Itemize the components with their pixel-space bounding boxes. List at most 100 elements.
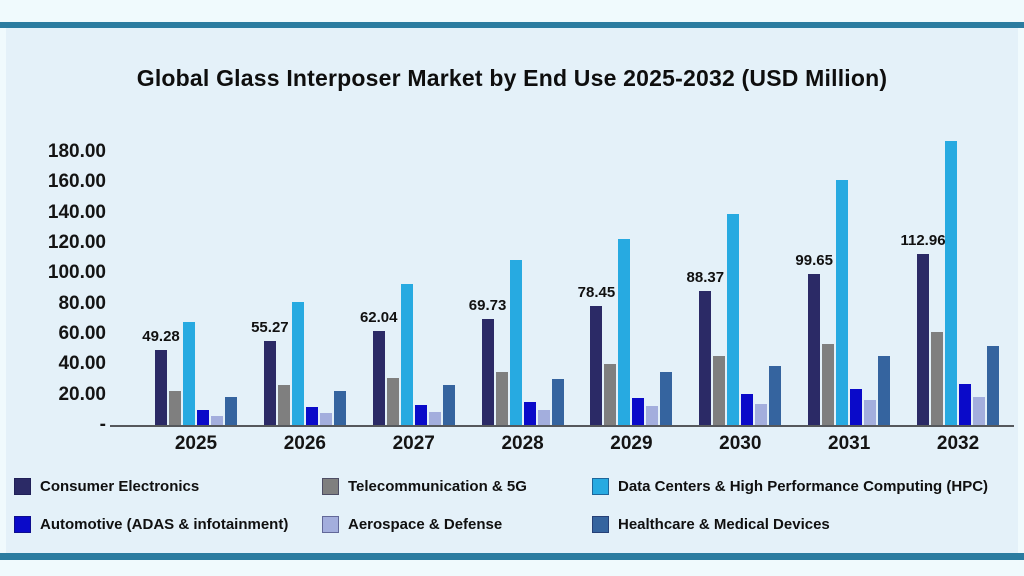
y-tick-20: 20.00 [58,383,106,405]
bar-aerospace-defense-2029 [646,405,659,425]
bar-consumer-electronics-2030 [699,290,712,425]
legend-label-automotive-adas-infotainment: Automotive (ADAS & infotainment) [40,516,289,533]
legend-label-healthcare-medical-devices: Healthcare & Medical Devices [618,516,830,533]
bar-telecommunication-5g-2029 [604,363,617,425]
bar-consumer-electronics-2025 [155,350,167,425]
bar-automotive-adas-infotainment-2026 [305,406,318,425]
value-label-2031: 99.65 [795,251,833,269]
bar-healthcare-medical-devices-2032 [987,346,1000,425]
y-tick-100: 100.00 [47,262,106,284]
legend-label-aerospace-defense: Aerospace & Defense [348,516,503,533]
value-label-2027: 62.04 [359,308,398,326]
x-tick-2027: 2027 [392,433,435,454]
bottom-divider-rule [0,553,1024,560]
x-tick-2030: 2030 [719,433,762,454]
value-label-2030: 88.37 [686,268,725,286]
value-label-2025: 49.28 [142,328,180,346]
bar-group-2031 [808,152,891,425]
x-tick-2031: 2031 [828,433,871,454]
bar-healthcare-medical-devices-2025 [225,396,237,425]
bar-telecommunication-5g-2030 [713,355,726,425]
y-tick-120: 120.00 [47,232,106,253]
bar-automotive-adas-infotainment-2025 [197,409,209,425]
bar-group-2027 [372,152,455,425]
bar-consumer-electronics-2031 [808,273,821,425]
bar-aerospace-defense-2031 [864,399,877,425]
bar-group-2025 [155,152,237,425]
bar-automotive-adas-infotainment-2027 [414,404,427,425]
bar-automotive-adas-infotainment-2029 [632,398,645,425]
bar-healthcare-medical-devices-2027 [442,385,455,425]
bar-data-centers-high-performance-computing-hpc-2025 [183,321,195,425]
legend-swatch-automotive-adas-infotainment [14,516,31,533]
bar-consumer-electronics-2027 [372,330,385,425]
legend-item-automotive-adas-infotainment: Automotive (ADAS & infotainment) [14,516,288,533]
legend-swatch-healthcare-medical-devices [592,516,609,533]
bar-data-centers-high-performance-computing-hpc-2027 [400,283,413,425]
bar-automotive-adas-infotainment-2030 [741,394,754,425]
bar-telecommunication-5g-2025 [169,390,181,425]
bar-data-centers-high-performance-computing-hpc-2026 [291,301,304,425]
bar-group-2032 [917,141,1000,425]
y-tick-160: 160.00 [47,171,106,193]
legend-label-data-centers-high-performance-computing-hpc: Data Centers & High Performance Computin… [618,478,989,495]
x-tick-2025: 2025 [174,433,218,454]
x-tick-2028: 2028 [501,433,544,454]
bar-aerospace-defense-2028 [537,409,550,425]
bar-consumer-electronics-2032 [917,253,930,425]
chart-title: Global Glass Interposer Market by End Us… [136,65,888,92]
bar-aerospace-defense-2030 [755,403,768,425]
bar-automotive-adas-infotainment-2028 [523,402,536,425]
legend-item-aerospace-defense: Aerospace & Defense [322,516,502,533]
bar-data-centers-high-performance-computing-hpc-2030 [727,214,740,425]
bar-aerospace-defense-2025 [211,415,223,425]
legend-item-data-centers-high-performance-computing-hpc: Data Centers & High Performance Computin… [592,478,988,495]
bar-healthcare-medical-devices-2031 [878,356,891,425]
y-tick-180: 180.00 [47,141,106,162]
value-label-2029: 78.45 [577,284,616,302]
bar-telecommunication-5g-2031 [822,344,835,425]
bar-healthcare-medical-devices-2029 [660,372,673,425]
x-tick-2029: 2029 [610,433,653,454]
legend-item-healthcare-medical-devices: Healthcare & Medical Devices [592,516,830,533]
bar-telecommunication-5g-2028 [495,371,508,425]
bar-aerospace-defense-2026 [319,413,332,425]
legend-label-telecommunication-5g: Telecommunication & 5G [348,478,527,495]
legend-item-consumer-electronics: Consumer Electronics [14,478,199,495]
y-tick-80: 80.00 [58,292,106,314]
bar-automotive-adas-infotainment-2031 [850,388,863,425]
bar-consumer-electronics-2026 [263,341,276,425]
x-tick-2032: 2032 [936,433,980,454]
bar-data-centers-high-performance-computing-hpc-2028 [509,260,522,425]
plot-area: 49.28 55.27 62.04 69.73 78.45 88.37 99.65 112.9… [110,141,1014,427]
bar-data-centers-high-performance-computing-hpc-2031 [836,180,849,425]
bar-group-2026 [263,152,346,425]
top-divider-rule [0,22,1024,28]
bar-consumer-electronics-2028 [481,319,494,425]
y-tick-60: 60.00 [58,323,106,344]
bar-telecommunication-5g-2032 [931,332,944,425]
bar-group-2028 [481,152,564,425]
bar-automotive-adas-infotainment-2032 [959,383,972,425]
legend-swatch-telecommunication-5g [322,478,339,495]
x-tick-2026: 2026 [283,433,326,454]
y-tick-40: 40.00 [58,353,106,375]
bar-healthcare-medical-devices-2026 [333,390,346,425]
bar-data-centers-high-performance-computing-hpc-2032 [945,141,958,425]
bar-aerospace-defense-2027 [428,411,441,425]
bar-group-2030 [699,152,782,425]
bar-group-2029 [590,152,673,425]
y-tick-0: - [99,414,106,435]
legend-swatch-aerospace-defense [322,516,339,533]
legend-item-telecommunication-5g: Telecommunication & 5G [322,478,527,495]
y-tick-140: 140.00 [47,201,106,223]
bar-consumer-electronics-2029 [590,306,603,425]
bar-data-centers-high-performance-computing-hpc-2029 [618,239,631,425]
legend-label-consumer-electronics: Consumer Electronics [40,478,200,495]
bar-telecommunication-5g-2027 [386,378,399,425]
value-label-2026: 55.27 [251,319,289,337]
legend-swatch-consumer-electronics [14,478,31,495]
bar-telecommunication-5g-2026 [277,384,290,425]
bar-aerospace-defense-2032 [973,396,986,425]
